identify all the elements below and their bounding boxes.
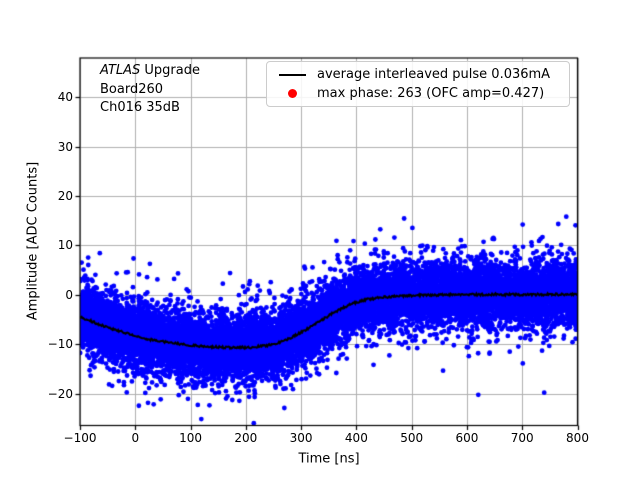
x-tick-label: 600 bbox=[455, 431, 479, 445]
y-tick-label: 30 bbox=[57, 139, 73, 154]
annotation-line-2: Board260 bbox=[100, 81, 164, 97]
x-tick-label: 300 bbox=[289, 431, 313, 445]
annotation-line-1: ATLAS Upgrade bbox=[100, 62, 200, 81]
y-tick-label: 40 bbox=[57, 90, 73, 105]
legend-item-average-pulse: average interleaved pulse 0.036mA bbox=[273, 65, 563, 84]
legend: average interleaved pulse 0.036mA max ph… bbox=[266, 61, 570, 107]
plot-annotation: ATLAS Upgrade Board260 Ch016 35dB bbox=[100, 62, 200, 118]
annotation-line-3: Ch016 35dB bbox=[100, 100, 180, 115]
y-axis-label: Amplitude [ADC Counts] bbox=[25, 161, 41, 321]
x-tick-label: 100 bbox=[179, 431, 202, 445]
x-tick-label: 400 bbox=[344, 431, 368, 445]
y-tick-label: −10 bbox=[47, 337, 73, 352]
annotation-upgrade: Upgrade bbox=[140, 63, 200, 78]
x-tick-label: 200 bbox=[234, 431, 258, 445]
y-tick-label: 0 bbox=[65, 287, 73, 302]
legend-dot-marker-icon bbox=[273, 89, 311, 98]
legend-line-marker-icon bbox=[273, 73, 311, 76]
annotation-atlas: ATLAS bbox=[100, 63, 141, 78]
y-tick-label: 20 bbox=[57, 188, 73, 203]
x-tick-label: 700 bbox=[510, 431, 534, 445]
legend-label: max phase: 263 (OFC amp=0.427) bbox=[317, 86, 545, 101]
legend-label: average interleaved pulse 0.036mA bbox=[317, 67, 551, 82]
y-tick-label: −20 bbox=[47, 386, 73, 401]
x-tick-label: −100 bbox=[63, 431, 97, 445]
legend-item-max-phase: max phase: 263 (OFC amp=0.427) bbox=[273, 84, 563, 103]
x-axis-label: Time [ns] bbox=[298, 451, 360, 467]
x-tick-label: 800 bbox=[566, 431, 589, 445]
x-tick-label: 0 bbox=[131, 431, 140, 445]
x-tick-label: 500 bbox=[400, 431, 424, 445]
y-tick-label: 10 bbox=[57, 238, 73, 253]
